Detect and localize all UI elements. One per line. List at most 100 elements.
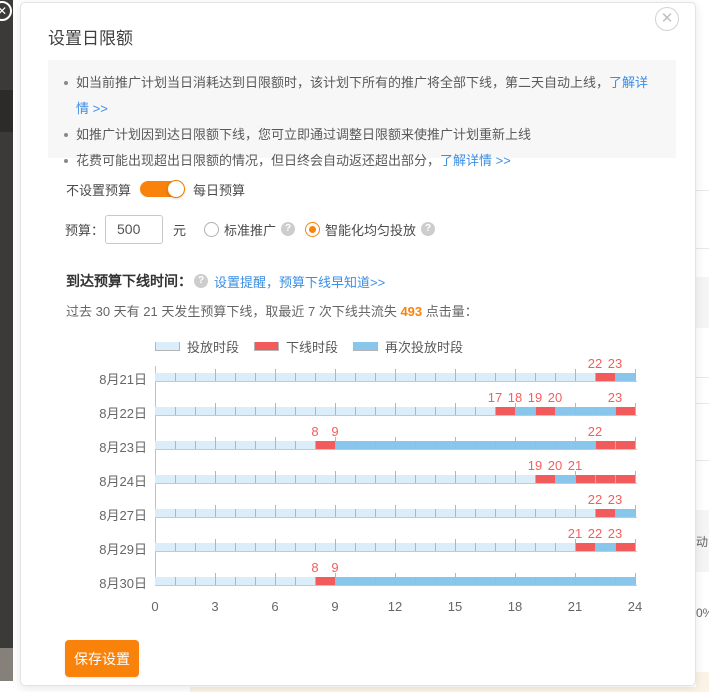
- legend-swatch: [254, 342, 280, 351]
- chart-tick: [595, 509, 596, 517]
- chart-tick: [475, 373, 476, 381]
- chart-tick: [535, 509, 536, 517]
- rail-close-icon[interactable]: ✕: [0, 1, 12, 21]
- chart-tick: [235, 441, 236, 449]
- timeline-segment-reserve: [515, 407, 535, 415]
- chart-row-baseline: [155, 449, 637, 450]
- chart-tick: [535, 543, 536, 551]
- chart-tick: [275, 505, 276, 517]
- chart-tick: [235, 577, 236, 585]
- chart-tick: [355, 543, 356, 551]
- chart-tick: [235, 373, 236, 381]
- chart-date-label: 8月22日: [99, 406, 147, 421]
- budget-unit: 元: [173, 222, 187, 238]
- chart-tick: [495, 407, 496, 415]
- chart-tick: [535, 577, 536, 585]
- bg-cream-strip: [190, 687, 709, 692]
- toggle-off-label: 不设置预算: [66, 182, 132, 198]
- offline-hour-label: 23: [607, 492, 623, 507]
- timeline-segment-off: [615, 407, 635, 415]
- reminder-link[interactable]: 设置提醒，预算下线早知道>>: [214, 274, 386, 290]
- timeline-segment-off: [495, 407, 515, 415]
- chart-row-baseline: [155, 517, 637, 518]
- chart-tick: [375, 373, 376, 381]
- chart-tick: [595, 577, 596, 585]
- side-rail: [0, 0, 13, 648]
- notice-text: 如当前推广计划当日消耗达到日限额时，该计划下所有的推广将全部下线，第二天自动上线…: [76, 75, 610, 90]
- chart-tick: [615, 441, 616, 449]
- chart-tick: [395, 573, 396, 585]
- chart-tick: [195, 475, 196, 483]
- chart-date-label: 8月23日: [99, 440, 147, 455]
- x-axis-label: 0: [151, 599, 159, 614]
- chart-tick: [435, 543, 436, 551]
- budget-toggle[interactable]: [140, 180, 186, 198]
- chart-tick: [215, 539, 216, 551]
- chart-tick: [595, 475, 596, 483]
- help-icon[interactable]: ?: [281, 222, 296, 236]
- radio-smart-even[interactable]: [305, 221, 320, 237]
- help-icon[interactable]: ?: [194, 274, 208, 288]
- chart-tick: [335, 573, 336, 585]
- chart-tick: [215, 403, 216, 415]
- chart-tick: [295, 407, 296, 415]
- offline-hour-label: 19: [527, 390, 543, 405]
- chart-tick: [615, 543, 616, 551]
- chart-tick: [475, 407, 476, 415]
- chart-tick: [315, 373, 316, 381]
- dialog-title: 设置日限额: [48, 29, 133, 48]
- offline-hour-label: 17: [487, 390, 503, 405]
- chart-tick: [615, 509, 616, 517]
- learn-more-link[interactable]: 了解详情 >>: [76, 75, 649, 116]
- chart-tick: [555, 509, 556, 517]
- chart-tick: [535, 441, 536, 449]
- radio-standard[interactable]: [204, 221, 219, 237]
- chart-tick: [295, 373, 296, 381]
- legend-item: 下线时段: [254, 337, 338, 356]
- chart-tick: [535, 407, 536, 415]
- chart-tick: [615, 373, 616, 381]
- chart-tick: [355, 475, 356, 483]
- close-icon[interactable]: ✕: [655, 7, 679, 31]
- chart-tick: [455, 471, 456, 483]
- chart-tick: [175, 407, 176, 415]
- offline-hour-label: 22: [587, 492, 603, 507]
- notice-list: 如当前推广计划当日消耗达到日限额时，该计划下所有的推广将全部下线，第二天自动上线…: [62, 70, 658, 174]
- chart-tick: [235, 509, 236, 517]
- chart-tick: [195, 509, 196, 517]
- offline-hour-label: 23: [607, 390, 623, 405]
- chart-tick: [315, 475, 316, 483]
- timeline-segment-off: [315, 441, 335, 449]
- x-axis-label: 12: [387, 599, 403, 614]
- chart-tick: [335, 403, 336, 415]
- budget-input[interactable]: [105, 214, 163, 244]
- help-icon[interactable]: ?: [421, 222, 436, 236]
- chart-legend: 投放时段 下线时段 再次投放时段: [155, 337, 478, 356]
- chart-tick: [315, 509, 316, 517]
- chart-tick: [195, 543, 196, 551]
- offline-hour-label: 22: [587, 356, 603, 371]
- chart-tick: [255, 441, 256, 449]
- stats-suffix: 点击量：: [422, 304, 478, 319]
- offline-hour-label: 19: [527, 458, 543, 473]
- offline-hour-label: 20: [547, 458, 563, 473]
- notice-box: 如当前推广计划当日消耗达到日限额时，该计划下所有的推广将全部下线，第二天自动上线…: [48, 60, 676, 168]
- budget-label: 预算：: [65, 222, 105, 238]
- chart-tick: [495, 509, 496, 517]
- learn-more-link[interactable]: 了解详情 >>: [440, 153, 511, 168]
- timeline-segment-off: [315, 577, 335, 585]
- save-button[interactable]: 保存设置: [65, 640, 139, 677]
- chart-tick: [555, 441, 556, 449]
- chart-tick: [495, 475, 496, 483]
- chart-tick: [495, 577, 496, 585]
- chart-tick: [495, 373, 496, 381]
- daily-limit-dialog: ✕ 设置日限额 如当前推广计划当日消耗达到日限额时，该计划下所有的推广将全部下线…: [20, 2, 696, 686]
- timeline-segment-reserve: [615, 373, 635, 381]
- chart-tick: [635, 573, 636, 585]
- timeline-segment-serve: [155, 475, 535, 483]
- chart-tick: [255, 577, 256, 585]
- chart-tick: [175, 373, 176, 381]
- chart-tick: [615, 577, 616, 585]
- chart-tick: [555, 577, 556, 585]
- bg-table-row: [696, 510, 709, 572]
